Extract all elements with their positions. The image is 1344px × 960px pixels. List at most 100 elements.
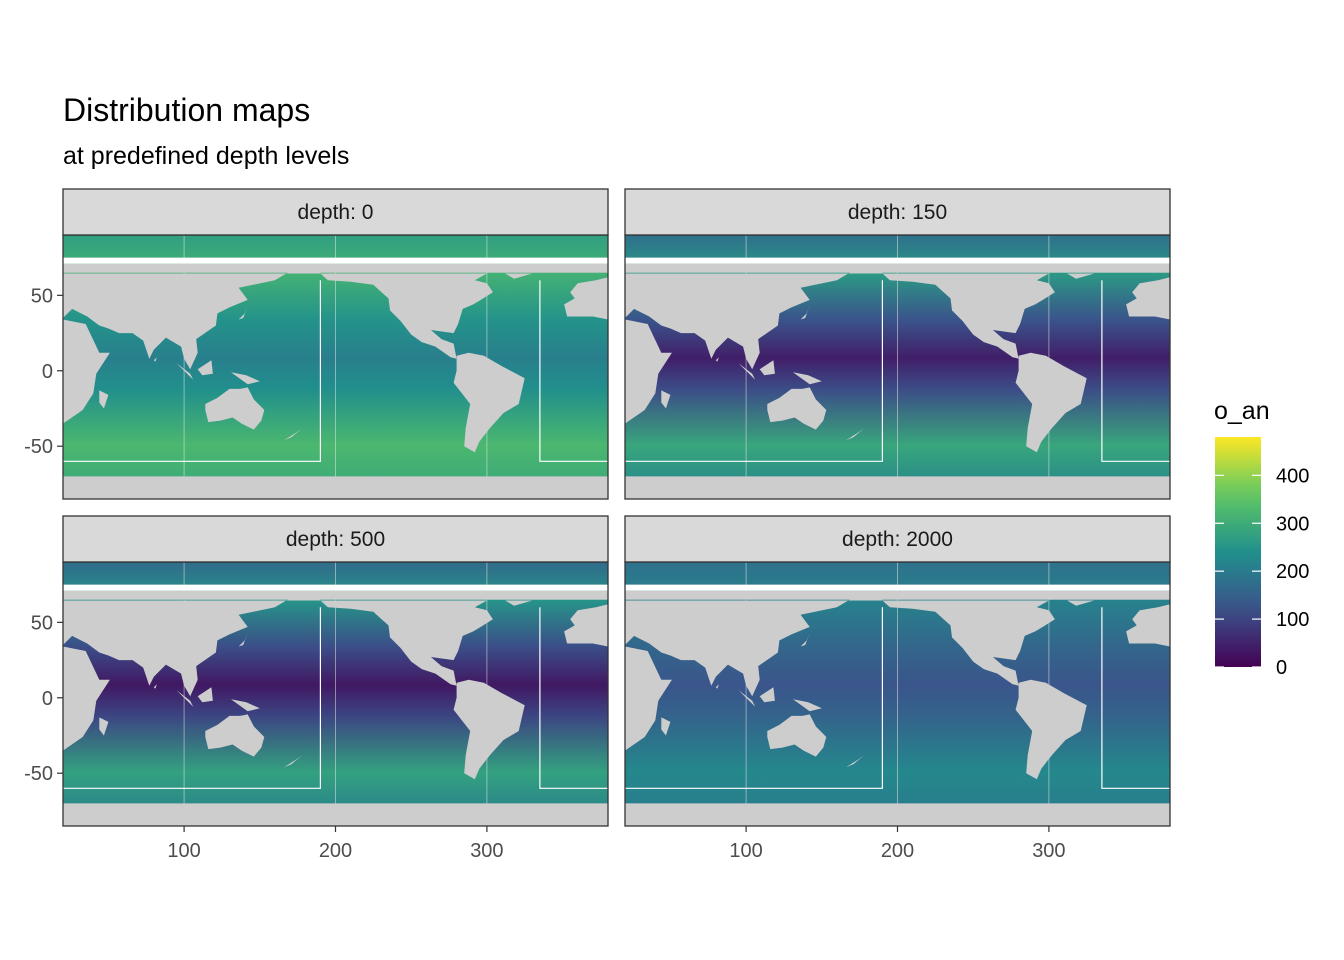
- y-tick-label: -50: [24, 436, 53, 458]
- legend-break-label: 300: [1276, 513, 1309, 535]
- land-mass: [882, 273, 1055, 359]
- land-mass: [625, 598, 883, 697]
- legend-break-label: 200: [1276, 561, 1309, 583]
- land-island: [793, 372, 822, 385]
- no-data-band: [625, 257, 1170, 264]
- land-island: [800, 305, 810, 320]
- facet-strip: [624, 515, 1171, 563]
- land-island: [99, 717, 109, 736]
- land-antarctica: [625, 476, 1170, 499]
- no-data-band: [63, 584, 608, 591]
- land-island: [238, 305, 248, 320]
- land-mass: [1126, 277, 1170, 320]
- land-mass: [63, 598, 321, 697]
- legend-title: o_an: [1214, 397, 1270, 425]
- legend-break-label: 100: [1276, 609, 1309, 631]
- panel-content: [63, 562, 608, 826]
- land-antarctica: [625, 803, 1170, 826]
- x-tick-label: 100: [729, 840, 762, 862]
- x-tick-label: 200: [881, 840, 914, 862]
- y-tick-label: 0: [42, 688, 53, 710]
- land-mass: [505, 273, 533, 279]
- facet-panel-depth-0: depth: 0 50 0 -50: [24, 188, 609, 500]
- legend-colorbar: 400 300 200 100 0: [1215, 437, 1309, 679]
- land-mass: [320, 600, 493, 686]
- land-mass: [63, 319, 110, 424]
- region-outline-right: [539, 607, 608, 789]
- facet-strip: [624, 188, 1171, 236]
- land-island: [715, 357, 719, 362]
- panel-content: [625, 235, 1170, 499]
- land-antarctica: [63, 803, 608, 826]
- land-mass: [1015, 679, 1087, 780]
- land-antarctica: [63, 476, 608, 499]
- chart-title: Distribution maps: [63, 92, 311, 128]
- land-mass: [1067, 600, 1095, 606]
- land-mass: [625, 319, 672, 424]
- facet-panel-depth-500: depth: 500 50 0 -50 100 200 300: [24, 515, 609, 862]
- facet-panel-depth-2000: depth: 2000 100 200 300: [624, 515, 1171, 862]
- land-island: [800, 632, 810, 647]
- land-mass: [625, 271, 883, 370]
- region-outline-left: [63, 607, 321, 789]
- land-island: [238, 632, 248, 647]
- x-tick-label: 300: [470, 840, 503, 862]
- facet-strip-label: depth: 2000: [842, 528, 953, 551]
- land-mass: [320, 273, 493, 359]
- land-arctic-band: [625, 590, 1170, 600]
- land-mass: [205, 387, 265, 430]
- facet-panel-depth-150: depth: 150: [624, 188, 1171, 500]
- panel-content: [63, 235, 608, 499]
- facet-strip-label: depth: 500: [286, 528, 385, 551]
- x-tick-label: 200: [319, 840, 352, 862]
- no-data-band: [625, 584, 1170, 591]
- region-outline-right: [539, 280, 608, 462]
- land-island: [153, 684, 157, 689]
- y-tick-label: -50: [24, 763, 53, 785]
- land-island: [231, 699, 260, 712]
- land-mass: [767, 714, 827, 757]
- region-outline-left: [625, 280, 884, 462]
- land-island: [231, 372, 260, 385]
- land-mass: [453, 352, 525, 453]
- region-outline-left: [63, 280, 321, 462]
- land-mass: [505, 600, 533, 606]
- land-mass: [63, 271, 321, 370]
- panel-content: [625, 562, 1170, 826]
- land-island: [793, 699, 822, 712]
- land-mass: [625, 646, 672, 751]
- land-mass: [63, 646, 110, 751]
- land-arctic-band: [625, 263, 1170, 273]
- land-island: [661, 390, 671, 409]
- land-island: [153, 357, 157, 362]
- y-tick-label: 50: [31, 285, 53, 307]
- facet-strip-label: depth: 0: [298, 201, 374, 224]
- land-island: [661, 717, 671, 736]
- land-island: [759, 360, 775, 376]
- facet-strip: [62, 188, 609, 236]
- land-mass: [205, 714, 265, 757]
- land-island: [197, 360, 213, 376]
- land-mass: [564, 604, 608, 647]
- land-mass: [453, 679, 525, 780]
- region-outline-right: [1101, 607, 1170, 789]
- land-mass: [767, 387, 827, 430]
- legend-break-label: 400: [1276, 465, 1309, 487]
- land-island: [759, 687, 775, 703]
- land-mass: [1126, 604, 1170, 647]
- land-island: [176, 690, 194, 707]
- no-data-band: [63, 257, 608, 264]
- region-outline-left: [625, 607, 884, 789]
- facet-strip: [62, 515, 609, 563]
- land-island: [99, 390, 109, 409]
- land-arctic-band: [63, 263, 608, 273]
- legend-break-label: 0: [1276, 657, 1287, 679]
- x-tick-label: 100: [167, 840, 200, 862]
- land-mass: [564, 277, 608, 320]
- land-mass: [1015, 352, 1087, 453]
- x-tick-label: 300: [1032, 840, 1065, 862]
- region-outline-right: [1101, 280, 1170, 462]
- legend-colorbar-fill: [1215, 437, 1261, 667]
- land-island: [738, 690, 756, 707]
